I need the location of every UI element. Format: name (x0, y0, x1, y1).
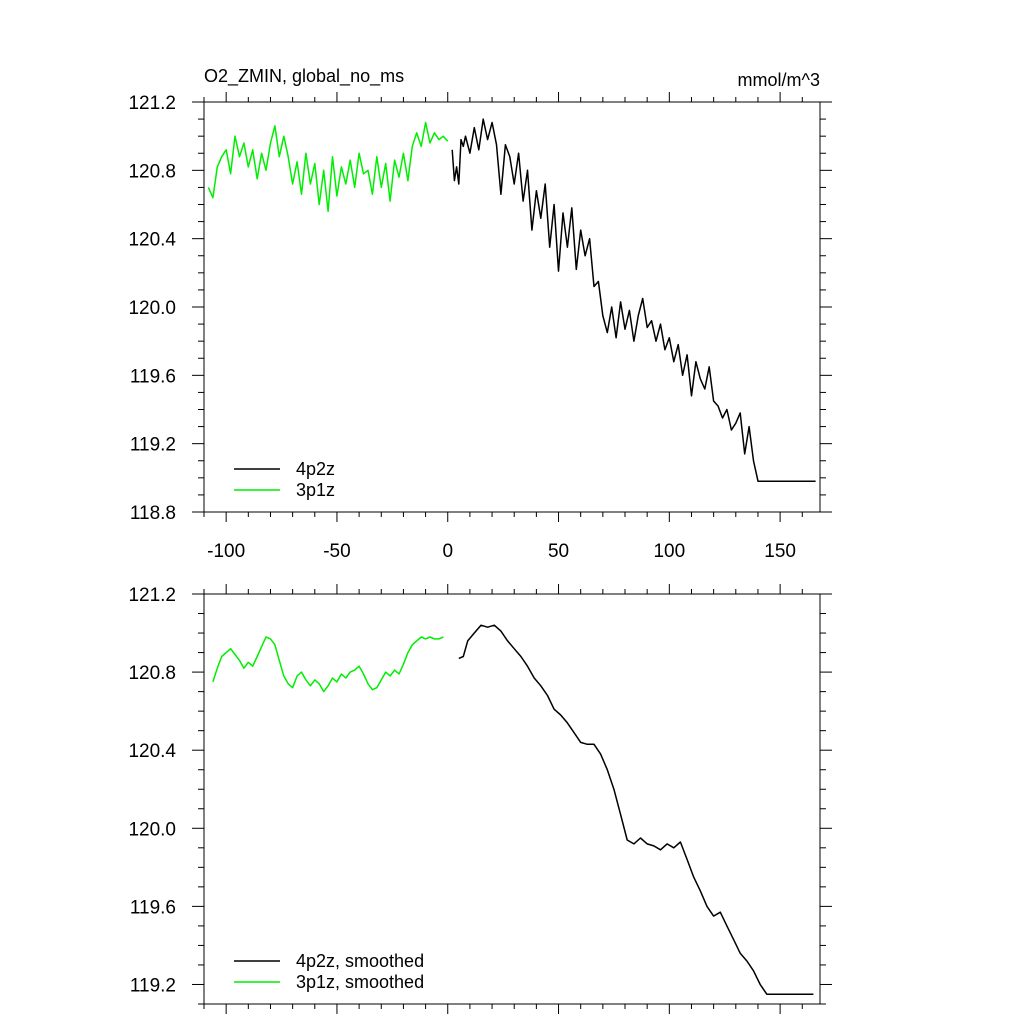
legend-label: 3p1z (296, 480, 335, 500)
chart-units: mmol/m^3 (738, 70, 820, 90)
legend-label: 4p2z, smoothed (296, 951, 424, 971)
x-tick-label: 50 (548, 541, 569, 562)
y-tick-label: 120.8 (128, 161, 176, 182)
y-tick-label: 119.6 (130, 897, 176, 918)
x-tick-label: 100 (653, 541, 685, 562)
y-tick-label: 120.8 (128, 663, 176, 684)
series-line-4p2z (451, 118, 816, 482)
y-tick-label: 120.0 (128, 819, 176, 840)
y-tick-label: 119.2 (130, 435, 176, 456)
x-tick-label: 0 (442, 541, 453, 562)
x-tick-label: -50 (323, 541, 350, 562)
y-tick-label: 118.8 (130, 503, 176, 524)
legend-label: 3p1z, smoothed (296, 972, 424, 992)
y-tick-label: 119.6 (130, 366, 176, 387)
series-line-4p2z-smoothed (458, 624, 814, 995)
series-line-3p1z (207, 121, 449, 213)
top-panel: -100 -50 0 50 100 150 118.8 119.2 119.6 120.0 120.… (128, 92, 832, 562)
chart-title: O2_ZMIN, global_no_ms (204, 66, 404, 87)
y-tick-label: 120.4 (128, 741, 176, 762)
x-tick-label: -100 (207, 541, 245, 562)
y-tick-label: 120.0 (128, 298, 176, 319)
y-tick-label: 120.4 (128, 230, 176, 251)
y-tick-label: 121.2 (128, 93, 176, 114)
legend-label: 4p2z (296, 459, 335, 479)
bottom-panel: 119.2 119.6 120.0 120.4 120.8 121.2 4p2z, smoo… (128, 584, 832, 1014)
y-tick-label: 121.2 (128, 585, 176, 606)
x-tick-label: 150 (764, 541, 796, 562)
y-tick-label: 119.2 (130, 975, 176, 996)
plot-frame (203, 593, 821, 1005)
series-line-3p1z-smoothed (212, 636, 444, 693)
